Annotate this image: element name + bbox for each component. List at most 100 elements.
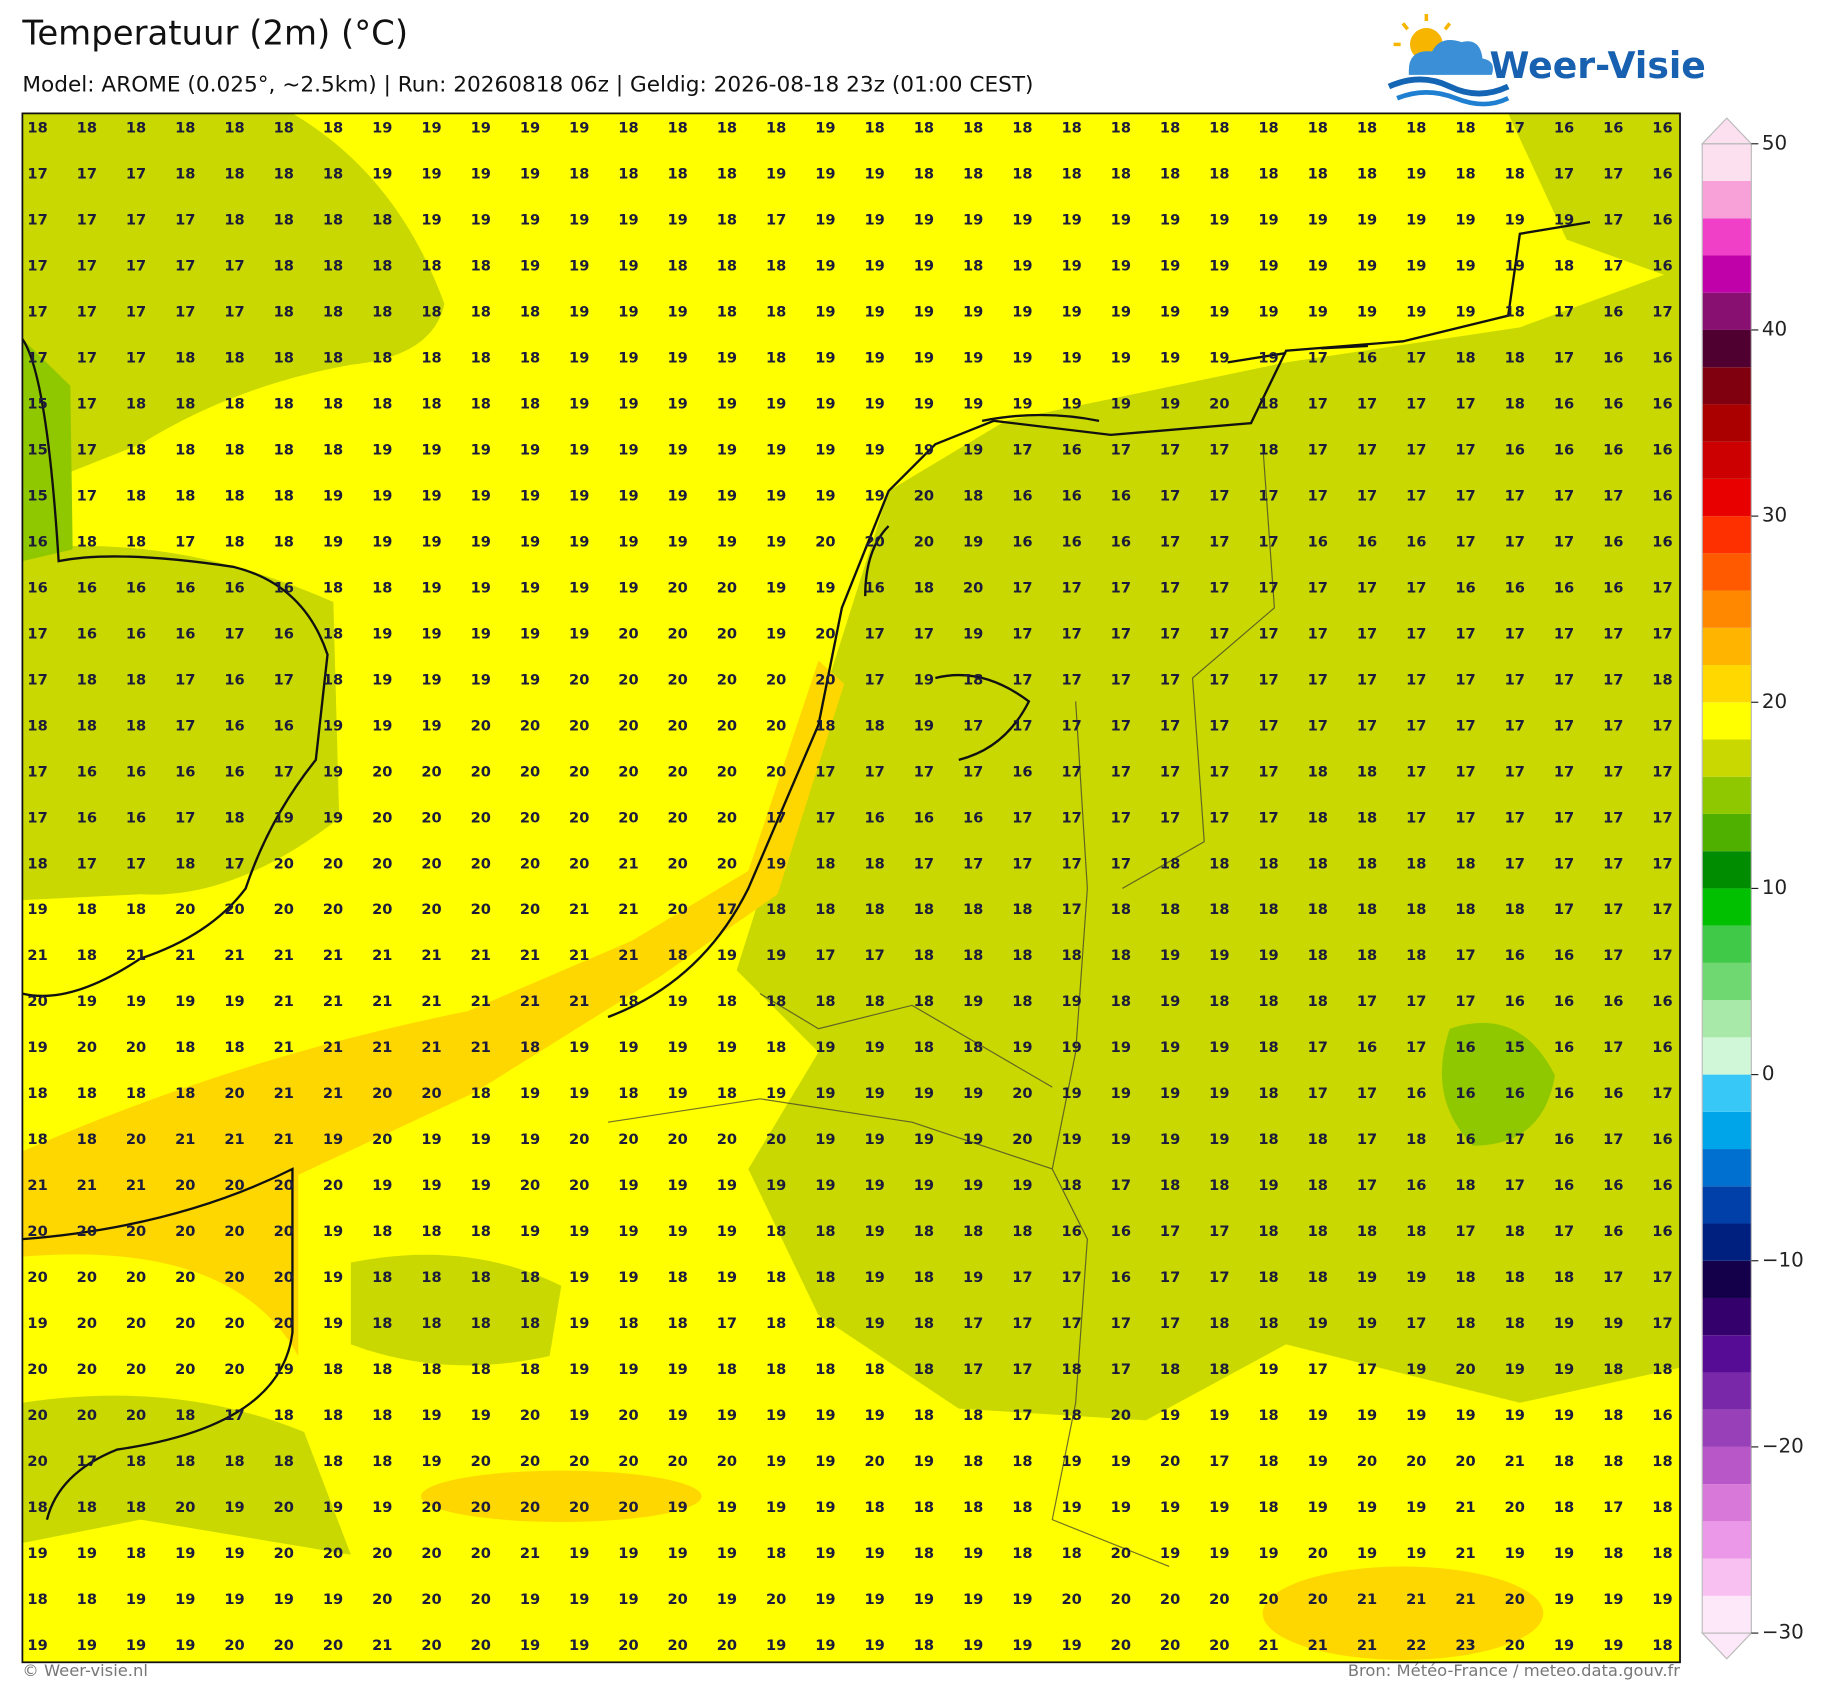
grid-value: 17: [1406, 1039, 1426, 1056]
grid-value: 18: [372, 1453, 392, 1470]
grid-value: 19: [864, 1131, 884, 1148]
grid-value: 19: [1160, 1499, 1180, 1516]
grid-value: 19: [1308, 1315, 1328, 1332]
grid-value: 18: [963, 1039, 983, 1056]
grid-value: 18: [717, 993, 737, 1010]
grid-value: 18: [1308, 120, 1328, 137]
grid-value: 19: [323, 717, 343, 734]
grid-value: 21: [175, 947, 195, 964]
grid-value: 19: [421, 1453, 441, 1470]
grid-value: 20: [766, 671, 786, 688]
grid-value: 19: [815, 1407, 835, 1424]
grid-value: 21: [1308, 1637, 1328, 1654]
grid-value: 19: [1406, 1269, 1426, 1286]
colorbar-segment: [1702, 776, 1752, 814]
grid-value: 17: [1603, 947, 1623, 964]
grid-value: 19: [1209, 1499, 1229, 1516]
grid-value: 20: [77, 1407, 97, 1424]
grid-value: 16: [1554, 1131, 1574, 1148]
grid-value: 18: [175, 1039, 195, 1056]
grid-value: 18: [77, 1499, 97, 1516]
grid-value: 20: [569, 717, 589, 734]
grid-value: 19: [914, 1085, 934, 1102]
grid-value: 18: [224, 212, 244, 229]
grid-value: 19: [864, 441, 884, 458]
grid-value: 20: [471, 1591, 491, 1608]
grid-value: 20: [668, 717, 688, 734]
grid-value: 17: [1652, 1085, 1672, 1102]
grid-value: 19: [421, 166, 441, 183]
grid-value: 18: [914, 947, 934, 964]
grid-value: 21: [471, 1039, 491, 1056]
grid-value: 19: [1160, 1039, 1180, 1056]
grid-value: 19: [864, 1223, 884, 1240]
grid-value: 18: [1357, 166, 1377, 183]
grid-value: 20: [766, 1131, 786, 1148]
grid-value: 20: [27, 993, 47, 1010]
grid-value: 21: [569, 947, 589, 964]
grid-value: 18: [274, 166, 294, 183]
grid-value: 19: [77, 1637, 97, 1654]
grid-value: 19: [668, 1499, 688, 1516]
grid-value: 20: [372, 901, 392, 918]
grid-value: 17: [1209, 625, 1229, 642]
grid-value: 20: [766, 1591, 786, 1608]
grid-value: 18: [520, 1269, 540, 1286]
grid-value: 19: [471, 671, 491, 688]
grid-value: 18: [1209, 993, 1229, 1010]
grid-value: 17: [1012, 1407, 1032, 1424]
grid-value: 18: [372, 1407, 392, 1424]
grid-value: 20: [1258, 1591, 1278, 1608]
grid-value: 16: [1554, 1085, 1574, 1102]
grid-value: 21: [274, 1085, 294, 1102]
grid-value: 20: [372, 809, 392, 826]
grid-value: 18: [421, 395, 441, 412]
colorbar-extend-bottom: [1700, 1632, 1753, 1660]
colorbar-segment: [1702, 813, 1752, 852]
grid-value: 20: [520, 1499, 540, 1516]
grid-value: 18: [1111, 947, 1131, 964]
grid-value: 18: [471, 1315, 491, 1332]
grid-value: 20: [717, 579, 737, 596]
grid-value: 19: [1012, 1039, 1032, 1056]
colorbar-tick-label: 0: [1762, 1062, 1775, 1085]
grid-value: 19: [1308, 1453, 1328, 1470]
grid-value: 17: [1357, 1361, 1377, 1378]
grid-value: 18: [224, 1039, 244, 1056]
grid-value: 17: [175, 304, 195, 321]
grid-value: 17: [1308, 625, 1328, 642]
grid-value: 18: [323, 671, 343, 688]
grid-value: 17: [1554, 855, 1574, 872]
grid-value: 16: [274, 717, 294, 734]
grid-value: 18: [914, 1499, 934, 1516]
grid-value: 19: [1554, 1315, 1574, 1332]
grid-value: 18: [224, 809, 244, 826]
grid-value: 18: [717, 212, 737, 229]
grid-value: 19: [175, 993, 195, 1010]
grid-value: 19: [1308, 1499, 1328, 1516]
grid-value: 16: [1603, 1177, 1623, 1194]
grid-value: 18: [323, 441, 343, 458]
grid-value: 20: [520, 1453, 540, 1470]
grid-value: 19: [1111, 395, 1131, 412]
grid-value: 19: [520, 120, 540, 137]
grid-value: 19: [864, 1407, 884, 1424]
grid-value: 19: [569, 395, 589, 412]
grid-value: 20: [175, 1223, 195, 1240]
grid-value: 18: [1061, 1545, 1081, 1562]
grid-value: 19: [1258, 1545, 1278, 1562]
grid-value: 20: [471, 901, 491, 918]
field-zone: [22, 1395, 351, 1555]
grid-value: 17: [1455, 717, 1475, 734]
grid-value: 19: [1061, 304, 1081, 321]
grid-value: 21: [1455, 1499, 1475, 1516]
grid-value: 16: [77, 809, 97, 826]
grid-value: 20: [27, 1269, 47, 1286]
grid-value: 16: [1012, 533, 1032, 550]
grid-value: 20: [766, 717, 786, 734]
grid-value: 19: [569, 120, 589, 137]
colorbar-segment: [1702, 1372, 1752, 1410]
grid-value: 19: [520, 1223, 540, 1240]
grid-value: 19: [717, 441, 737, 458]
